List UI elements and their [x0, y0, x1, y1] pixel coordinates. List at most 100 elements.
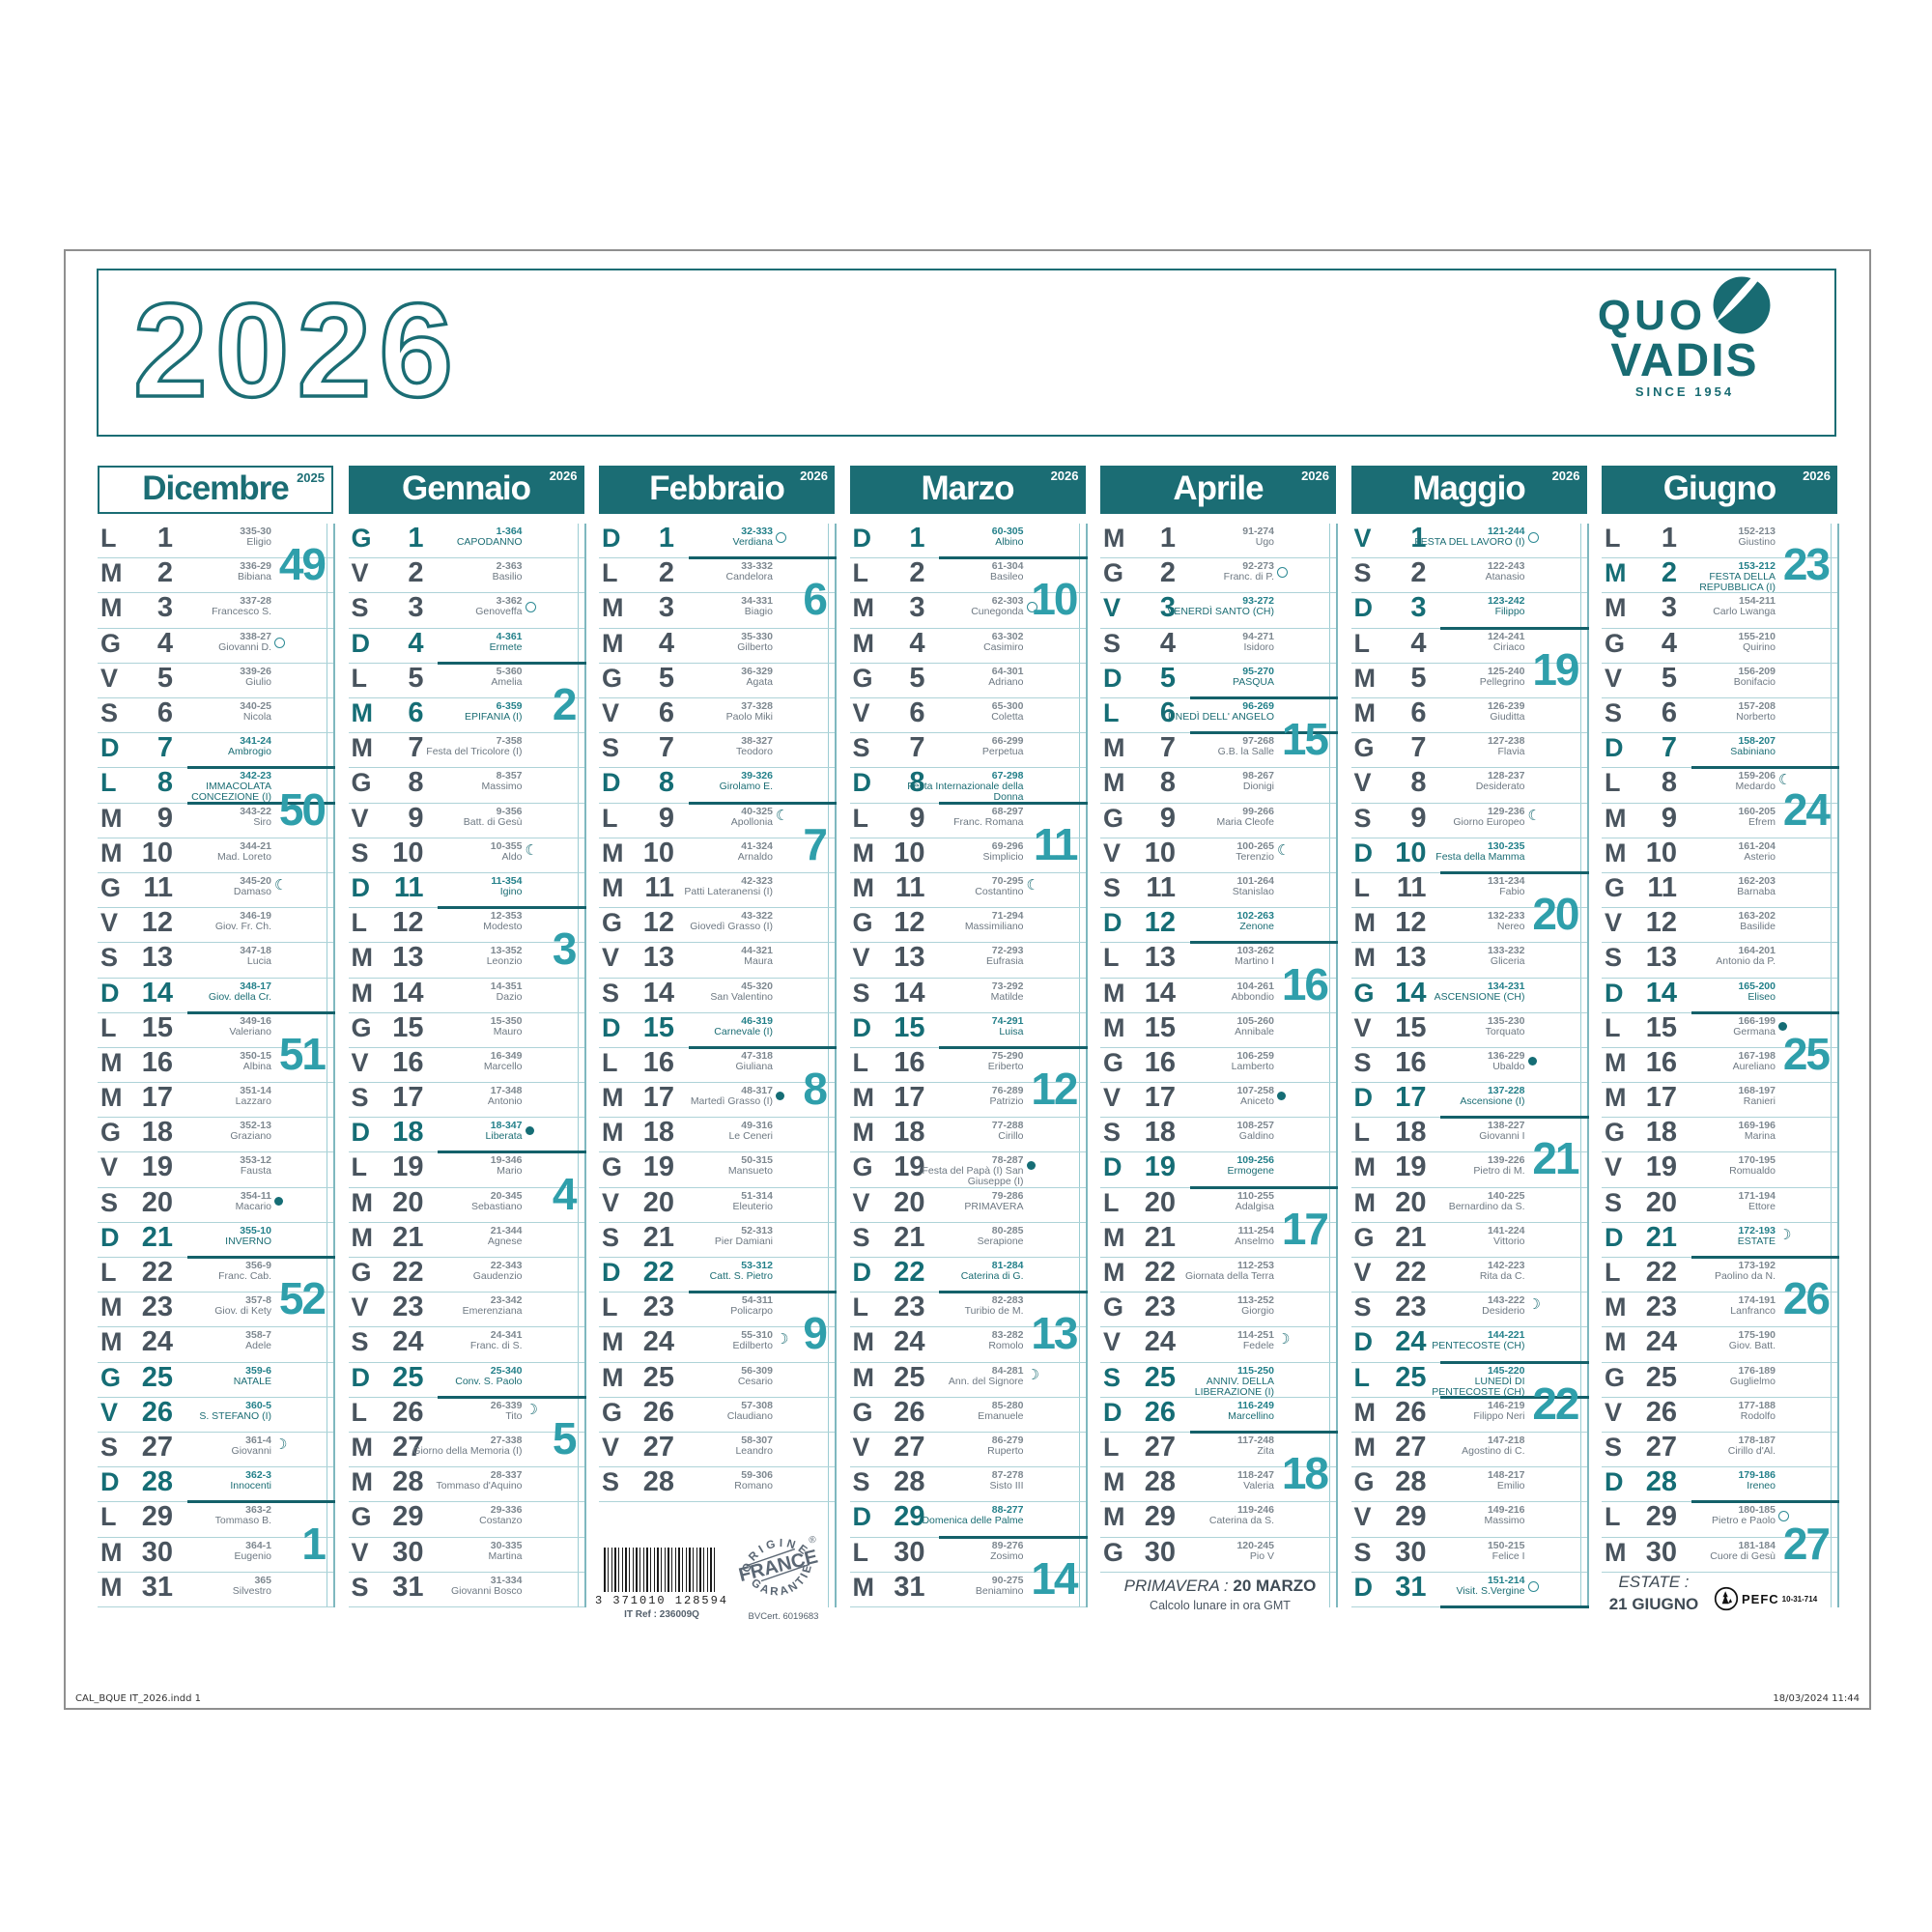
- day-meta: 26-339 Tito: [405, 1400, 523, 1422]
- day-number: 1: [1661, 523, 1677, 554]
- day-meta: 51-314 Eleuterio: [655, 1190, 773, 1212]
- saint-name: Pio V: [1249, 1549, 1274, 1562]
- day-of-year-code: 64-301: [991, 665, 1024, 677]
- weekday-letter: D: [1605, 733, 1624, 763]
- saint-name: NATALE: [233, 1375, 271, 1387]
- day-number: 24: [894, 1326, 925, 1358]
- saint-name: Terenzio: [1236, 850, 1274, 863]
- saint-name: Aniceto: [1239, 1095, 1274, 1108]
- day-row: V 30 30-335 Martina: [348, 1537, 584, 1573]
- day-meta: 60-305 Albino: [906, 526, 1024, 548]
- day-row: V 29 149-216 Massimo: [1350, 1501, 1587, 1538]
- month-header: Gennaio 2026: [348, 466, 584, 514]
- day-number: 25: [1144, 1361, 1176, 1393]
- day-of-year-code: 132-233: [1487, 910, 1525, 923]
- day-meta: 28-337 Tommaso d'Aquino: [405, 1470, 523, 1492]
- weekday-letter: V: [602, 1433, 620, 1463]
- weekday-letter: S: [602, 1467, 620, 1497]
- day-number: 13: [392, 942, 424, 974]
- day-of-year-code: 355-10: [240, 1224, 271, 1236]
- day-row: S 20 354-11 Macario: [98, 1187, 333, 1223]
- day-number: 12: [642, 907, 674, 939]
- saint-name: Sabiniano: [1730, 746, 1776, 758]
- day-row: M 6 126-239 Giuditta: [1350, 697, 1587, 734]
- day-meta: 87-278 Sisto III: [906, 1470, 1023, 1492]
- day-of-year-code: 164-201: [1738, 945, 1776, 957]
- saint-name: Arnaldo: [737, 850, 773, 863]
- day-number: 8: [1159, 767, 1176, 799]
- moon-phase-new-icon: [274, 1196, 283, 1206]
- day-row: M 24 55-310 Edilberto ☽: [599, 1326, 835, 1363]
- saint-name: Emerenziana: [462, 1305, 523, 1318]
- day-of-year-code: 93-272: [1242, 595, 1274, 608]
- day-number: 23: [141, 1292, 173, 1323]
- day-number: 30: [1645, 1536, 1677, 1568]
- sunday-separator-line: [1440, 1116, 1589, 1120]
- day-of-year-code: 346-19: [240, 910, 271, 923]
- day-of-year-code: 102-263: [1236, 910, 1274, 923]
- moon-phase-first-icon: ☽: [274, 1436, 288, 1454]
- moon-phase-new-icon: [776, 1092, 784, 1101]
- day-row: S 7 38-327 Teodoro: [599, 732, 835, 769]
- print-slug-filename: CAL_BQUE IT_2026.indd 1: [75, 1693, 201, 1704]
- day-row: L 22 173-192 Paolino da N.: [1602, 1257, 1837, 1293]
- weekday-letter: S: [852, 1222, 870, 1252]
- weekday-letter: V: [1353, 1012, 1372, 1042]
- day-row: S 14 73-292 Matilde: [849, 978, 1086, 1013]
- weekday-letter: M: [1353, 1152, 1377, 1182]
- day-number: 27: [1645, 1432, 1677, 1463]
- weekday-letter: V: [852, 1187, 870, 1217]
- weekday-letter: L: [351, 663, 368, 693]
- day-meta: 21-344 Agnese: [405, 1225, 523, 1247]
- day-meta: 172-193 ESTATE: [1658, 1225, 1776, 1247]
- day-number: 16: [1144, 1046, 1176, 1078]
- day-meta: 162-203 Barnaba: [1658, 875, 1776, 897]
- saint-name: Mario: [497, 1165, 523, 1178]
- day-row: M 9 343-22 Siro: [98, 803, 333, 838]
- day-of-year-code: 76-289: [991, 1085, 1024, 1097]
- week-number: 16: [1281, 958, 1329, 1009]
- day-row: G 8 8-357 Massimo: [348, 767, 584, 804]
- saint-name: Giovanni: [231, 1445, 271, 1458]
- day-row: L 26 26-339 Tito ☽: [348, 1397, 584, 1434]
- day-of-year-code: 115-250: [1237, 1364, 1274, 1377]
- day-of-year-code: 145-220: [1487, 1364, 1525, 1377]
- day-number: 10: [1645, 837, 1677, 868]
- month-column-gennaio: Gennaio 2026 G 1 1-364 CAPODANNO V 2 2-363 Basili…: [348, 466, 586, 1607]
- day-row: D 10 130-235 Festa della Mamma: [1350, 838, 1587, 873]
- saint-name: Martedì Grasso (I): [690, 1095, 773, 1108]
- day-meta: 181-184 Cuore di Gesù: [1658, 1540, 1776, 1562]
- day-meta: 164-201 Antonio da P.: [1658, 946, 1776, 967]
- saint-name: Albino: [995, 536, 1024, 548]
- day-meta: 354-11 Macario: [154, 1190, 271, 1212]
- day-of-year-code: 121-244: [1487, 526, 1525, 537]
- day-meta: 335-30 Eligio: [154, 526, 271, 548]
- day-row: G 30 120-245 Pio V: [1100, 1537, 1336, 1573]
- weekday-letter: G: [1605, 1362, 1626, 1392]
- day-number: 30: [1395, 1536, 1427, 1568]
- saint-name: ASCENSIONE (CH): [1434, 990, 1525, 1003]
- weekday-letter: M: [1103, 1258, 1125, 1288]
- day-meta: 79-286 PRIMAVERA: [906, 1190, 1023, 1212]
- day-of-year-code: 55-310: [741, 1329, 773, 1342]
- day-meta: 19-346 Mario: [405, 1155, 523, 1177]
- day-number: 8: [1410, 767, 1427, 799]
- saint-name: Lamberto: [1231, 1060, 1274, 1072]
- day-row: G 28 148-217 Emilio: [1350, 1466, 1587, 1503]
- day-number: 8: [1661, 767, 1677, 799]
- saint-name: Mansueto: [727, 1165, 773, 1178]
- day-of-year-code: 72-293: [991, 945, 1024, 957]
- day-number: 9: [1159, 802, 1176, 834]
- logo-text-quo: QUO: [1597, 292, 1707, 339]
- saint-name: Festa Internazionale della Donna: [907, 781, 1024, 804]
- day-number: 6: [658, 696, 674, 728]
- day-row: M 7 7-358 Festa del Tricolore (I): [348, 732, 584, 769]
- day-number: 25: [642, 1361, 674, 1393]
- day-of-year-code: 104-261: [1236, 980, 1274, 992]
- weekday-letter: M: [1353, 943, 1377, 973]
- day-row: L 15 166-199 Germana: [1602, 1012, 1837, 1048]
- weekday-letter: L: [602, 1293, 618, 1322]
- moon-phase-last-icon: ☾: [274, 876, 288, 894]
- day-meta: 166-199 Germana: [1658, 1015, 1776, 1037]
- day-number: 24: [1144, 1326, 1176, 1358]
